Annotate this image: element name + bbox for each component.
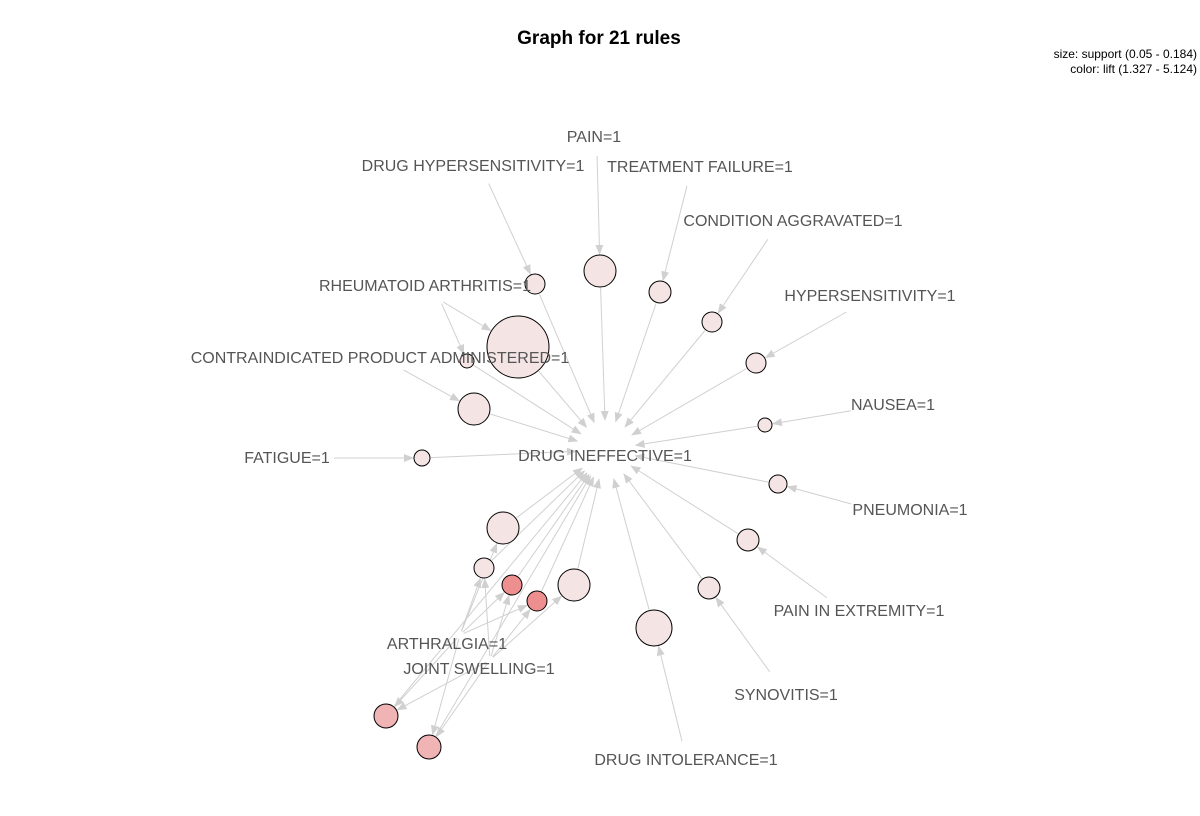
rule-node [745, 352, 767, 374]
edge-item-to-rule [786, 485, 852, 505]
rule-node [697, 576, 721, 600]
edge-item-to-rule [492, 595, 563, 658]
edge-rule-to-consequent [624, 330, 706, 428]
rule-node [459, 353, 475, 369]
rule-node [635, 609, 673, 647]
rule-node [486, 315, 550, 379]
rule-node [501, 574, 523, 596]
edge-rule-to-consequent [491, 470, 586, 561]
edge-item-to-rule [490, 594, 511, 657]
rule-node [416, 734, 442, 760]
edge-rule-to-consequent [430, 447, 577, 459]
edge-item-to-rule [492, 608, 531, 658]
edge-rule-to-consequent [516, 467, 583, 519]
edge-item-to-rule [460, 577, 482, 632]
edge-rule-to-consequent [634, 425, 758, 448]
edge-item-to-rule [764, 311, 847, 359]
item-label-arthralgia: ARTHRALGIA=1 [387, 636, 507, 653]
item-label-pain-in-extremity: PAIN IN EXTREMITY=1 [774, 603, 945, 620]
item-label-condition-aggravated: CONDITION AGGRAVATED=1 [683, 213, 902, 230]
rule-node [473, 557, 495, 579]
edge-rule-to-consequent [538, 293, 595, 424]
edge-item-to-rule [595, 155, 604, 255]
edge-rule-to-consequent [473, 364, 582, 435]
rule-node [648, 280, 672, 304]
edge-item-to-rule [717, 239, 769, 314]
item-label-treatment-failure: TREATMENT FAILURE=1 [607, 159, 793, 176]
item-label-layer: PAIN=1 DRUG HYPERSENSITIVITY=1 TREATMENT… [191, 129, 968, 769]
edge-item-to-rule [756, 546, 828, 599]
edge-rule-to-consequent [577, 478, 601, 569]
rule-node [768, 474, 788, 494]
item-label-pain: PAIN=1 [567, 129, 622, 146]
item-label-rheumatoid-arthritis: RHEUMATOID ARTHRITIS=1 [319, 278, 531, 295]
edge-rule-to-consequent [623, 473, 703, 579]
edge-rule-to-consequent [600, 287, 609, 421]
item-label-drug-hypersensitivity: DRUG HYPERSENSITIVITY=1 [362, 158, 585, 175]
edge-item-to-rule [488, 183, 531, 275]
graph-title: Graph for 21 rules [517, 28, 681, 49]
edge-rule-to-consequent [490, 413, 579, 443]
legend-size: size: support (0.05 - 0.184) [1053, 47, 1197, 61]
edge-rule-to-consequent [614, 303, 657, 423]
edge-rule-to-consequent [631, 368, 747, 436]
item-label-drug-intolerance: DRUG INTOLERANCE=1 [594, 752, 777, 769]
edge-layer [334, 155, 852, 742]
edge-item-to-rule [396, 661, 487, 711]
edge-item-to-rule [715, 596, 771, 673]
item-label-fatigue: FATIGUE=1 [244, 450, 330, 467]
rule-node [526, 590, 548, 612]
legend: size: support (0.05 - 0.184) color: lift… [1054, 47, 1197, 77]
edge-item-to-rule [431, 638, 460, 736]
edge-item-to-rule [443, 301, 492, 332]
item-label-synovitis: SYNOVITIS=1 [734, 687, 838, 704]
rule-node-layer [373, 254, 788, 760]
edge-item-to-rule [481, 578, 491, 657]
edge-rule-to-consequent [538, 370, 588, 428]
edge-rule-to-consequent [393, 472, 588, 707]
rule-node [757, 417, 773, 433]
rule-node [486, 511, 520, 545]
item-label-hypersensitivity: HYPERSENSITIVITY=1 [784, 288, 955, 305]
rule-node [413, 449, 431, 467]
edge-item-to-rule [394, 637, 458, 708]
legend-color: color: lift (1.327 - 5.124) [1070, 62, 1197, 76]
rule-node [701, 311, 723, 333]
edge-rule-to-consequent [517, 473, 590, 577]
edge-rule-to-consequent [435, 474, 592, 737]
item-label-pneumonia: PNEUMONIA=1 [852, 502, 967, 519]
edge-rule-to-consequent [630, 465, 739, 535]
edge-item-to-rule [771, 410, 852, 427]
item-label-contraindicated-product-administered: CONTRAINDICATED PRODUCT ADMINISTERED=1 [191, 350, 570, 367]
edge-item-to-rule [435, 663, 489, 738]
edge-rule-to-consequent [634, 453, 769, 483]
edge-item-to-rule [441, 303, 465, 355]
rule-node [457, 392, 491, 426]
item-label-joint-swelling: JOINT SWELLING=1 [403, 661, 554, 678]
rule-node [373, 703, 399, 729]
edge-rule-to-consequent [612, 478, 650, 610]
rule-node [557, 568, 591, 602]
edge-item-to-rule [463, 604, 528, 634]
edge-item-to-rule [661, 185, 688, 282]
rule-node [736, 528, 760, 552]
edge-rule-to-consequent [541, 476, 594, 592]
rule-node [524, 273, 546, 295]
item-label-drug-ineffective: DRUG INEFFECTIVE=1 [518, 448, 692, 465]
edge-item-to-rule [403, 369, 460, 402]
edge-item-to-rule [656, 645, 683, 742]
item-label-nausea: NAUSEA=1 [851, 397, 935, 414]
rule-node [583, 254, 617, 288]
edge-item-to-rule [462, 591, 505, 633]
